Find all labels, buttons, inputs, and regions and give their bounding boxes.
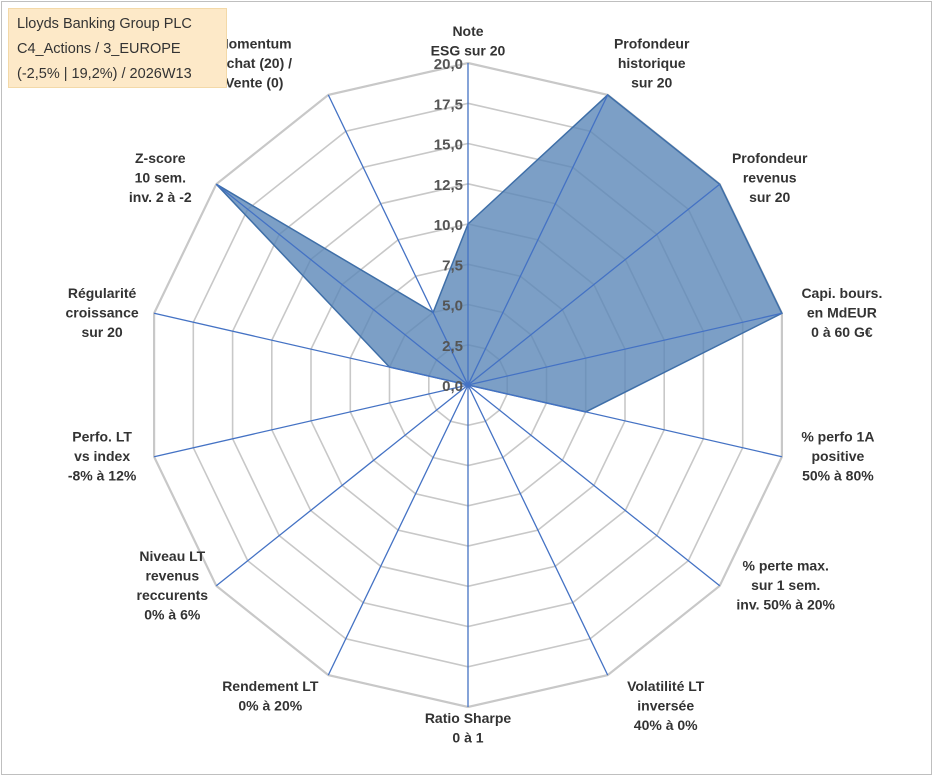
spoke-12 xyxy=(215,183,469,386)
spoke-6 xyxy=(467,384,609,676)
axis-label-12: Z-score 10 sem. inv. 2 à -2 xyxy=(129,150,192,205)
axis-label-line: % perfo 1A xyxy=(801,428,874,444)
radar-axis-labels: Note ESG sur 20 Profondeur historique sur 20… xyxy=(66,23,883,746)
title-range-week: (-2,5% | 19,2%) / 2026W13 xyxy=(17,66,192,82)
tick-label: 20,0 xyxy=(434,56,463,73)
radar-tick-labels: 0,0 2,5 5,0 7,5 10,0 12,5 15,0 17,5 20,0 xyxy=(434,56,463,395)
spoke-5 xyxy=(467,384,721,587)
axis-label-line: inv. 2 à -2 xyxy=(129,189,192,205)
axis-label-10: Perfo. LT vs index -8% à 12% xyxy=(68,428,137,483)
axis-label-line: Ratio Sharpe xyxy=(425,710,512,726)
spoke-13 xyxy=(327,94,469,386)
axis-label-line: sur 1 sem. xyxy=(751,577,820,593)
axis-label-line: 0% à 20% xyxy=(238,698,302,714)
title-category: C4_Actions / 3_EUROPE xyxy=(17,41,181,57)
radar-series-area xyxy=(215,93,783,413)
axis-label-line: ESG sur 20 xyxy=(431,43,506,59)
spoke-11 xyxy=(153,312,469,386)
axis-label-13: Momentum Achat (20) / Vente (0) xyxy=(217,35,293,90)
tick-label: 7,5 xyxy=(442,257,463,274)
spoke-10 xyxy=(153,384,469,458)
axis-label-line: Capi. bours. xyxy=(801,285,882,301)
spoke-4 xyxy=(467,384,783,458)
axis-label-line: Profondeur xyxy=(614,35,690,51)
axis-label-line: Momentum xyxy=(217,35,292,51)
axis-label-line: Note xyxy=(452,23,483,39)
radar-spokes xyxy=(153,63,783,707)
tick-label: 5,0 xyxy=(442,298,463,315)
axis-label-line: 0 à 1 xyxy=(452,730,483,746)
axis-label-line: revenus xyxy=(743,170,797,186)
tick-label: 17,5 xyxy=(434,96,463,113)
axis-label-line: -8% à 12% xyxy=(68,467,137,483)
axis-label-line: sur 20 xyxy=(631,74,672,90)
spoke-9 xyxy=(215,384,469,587)
axis-label-line: sur 20 xyxy=(749,189,790,205)
axis-label-3: Capi. bours. en MdEUR 0 à 60 G€ xyxy=(801,285,882,340)
axis-label-line: revenus xyxy=(145,567,199,583)
tick-label: 10,0 xyxy=(434,217,463,234)
axis-label-5: % perte max. sur 1 sem. inv. 50% à 20% xyxy=(736,558,835,613)
spoke-2 xyxy=(467,183,721,386)
tick-label: 12,5 xyxy=(434,177,463,194)
series-area xyxy=(215,93,783,413)
axis-label-7: Ratio Sharpe 0 à 1 xyxy=(425,710,512,746)
axis-label-0: Note ESG sur 20 xyxy=(431,23,506,59)
axis-label-line: Perfo. LT xyxy=(72,428,132,444)
axis-label-line: 40% à 0% xyxy=(634,717,698,733)
axis-label-line: Niveau LT xyxy=(139,548,205,564)
axis-label-8: Rendement LT 0% à 20% xyxy=(222,678,319,714)
axis-label-line: Rendement LT xyxy=(222,678,319,694)
tick-label: 2,5 xyxy=(442,338,463,355)
axis-label-line: Profondeur xyxy=(732,150,808,166)
axis-label-line: reccurents xyxy=(137,587,209,603)
axis-label-2: Profondeur revenus sur 20 xyxy=(732,150,808,205)
axis-label-line: vs index xyxy=(74,448,130,464)
axis-label-line: croissance xyxy=(66,305,139,321)
axis-label-line: sur 20 xyxy=(81,324,122,340)
axis-label-line: % perte max. xyxy=(743,558,829,574)
axis-label-line: inv. 50% à 20% xyxy=(736,597,835,613)
tick-label: 15,0 xyxy=(434,137,463,154)
axis-label-line: Vente (0) xyxy=(225,74,283,90)
axis-label-6: Volatilité LT inversée 40% à 0% xyxy=(627,678,705,733)
spoke-3 xyxy=(467,312,783,386)
axis-label-line: 0 à 60 G€ xyxy=(811,324,873,340)
axis-label-line: positive xyxy=(811,448,864,464)
spoke-8 xyxy=(327,384,469,676)
tick-label: 0,0 xyxy=(442,378,463,395)
axis-label-line: en MdEUR xyxy=(807,305,877,321)
axis-label-line: 50% à 80% xyxy=(802,467,874,483)
axis-label-4: % perfo 1A positive 50% à 80% xyxy=(801,428,874,483)
spoke-1 xyxy=(467,94,609,386)
axis-label-line: Volatilité LT xyxy=(627,678,705,694)
chart-title-box: Lloyds Banking Group PLC C4_Actions / 3_… xyxy=(8,8,227,88)
axis-label-line: inversée xyxy=(637,698,694,714)
title-company: Lloyds Banking Group PLC xyxy=(17,16,192,32)
axis-label-9: Niveau LT revenus reccurents 0% à 6% xyxy=(137,548,209,623)
axis-label-line: Régularité xyxy=(68,285,137,301)
axis-label-line: 0% à 6% xyxy=(144,606,201,622)
axis-label-line: historique xyxy=(618,55,686,71)
axis-label-1: Profondeur historique sur 20 xyxy=(614,35,690,90)
axis-label-line: Achat (20) / xyxy=(217,55,293,71)
axis-label-11: Régularité croissance sur 20 xyxy=(66,285,139,340)
axis-label-line: 10 sem. xyxy=(135,170,186,186)
axis-label-line: Z-score xyxy=(135,150,186,166)
